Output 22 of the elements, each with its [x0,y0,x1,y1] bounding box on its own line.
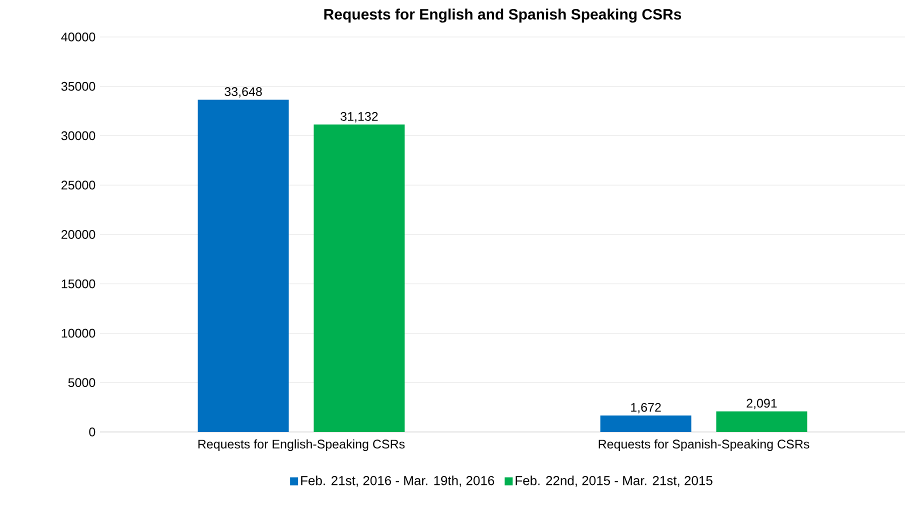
x-tick-label: Requests for Spanish-Speaking CSRs [598,439,810,451]
bar [716,411,808,432]
legend-label: Feb. 21st, 2016 - Mar. 19th, 2016 [301,476,494,487]
y-tick-label: 5000 [68,378,96,388]
bar [314,124,405,432]
legend-label: Feb. 22nd, 2015 - Mar. 21st, 2015 [516,476,712,487]
y-tick-label: 20000 [62,230,96,239]
chart-title: Requests for English and Spanish Speaking CSRs [324,8,682,23]
y-tick-label: 30000 [61,131,96,140]
data-label: 31,132 [340,112,378,122]
data-label: 2,091 [746,398,777,410]
data-label: 33,648 [224,87,262,98]
x-tick-label: Requests for English-Speaking CSRs [198,439,405,451]
y-tick-label: 15000 [62,279,96,288]
y-tick-label: 0 [89,428,96,436]
data-label: 1,672 [631,402,661,414]
bar [198,100,289,432]
y-tick-label: 40000 [61,32,96,42]
y-tick-label: 35000 [61,82,96,91]
y-tick-label: 10000 [62,328,96,338]
bar [600,415,692,432]
y-tick-label: 25000 [62,180,96,190]
